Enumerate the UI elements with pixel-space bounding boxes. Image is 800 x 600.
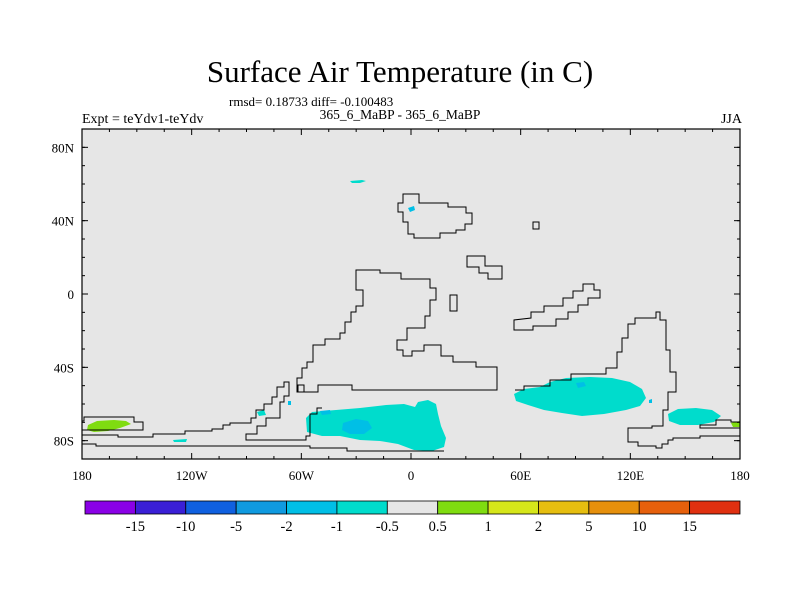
coast-island-3 [466, 255, 503, 280]
y-tick-label: 80S [54, 434, 74, 449]
anomaly-patches [87, 180, 740, 451]
colorbar-box [386, 500, 439, 515]
anomaly-patch-gondwana-core-2 [320, 410, 331, 415]
colorbar-label: 0.5 [429, 519, 447, 535]
coast-east-edge [699, 419, 740, 429]
coast-island-2 [449, 294, 458, 312]
colorbar-label: 2 [535, 519, 542, 535]
coast-central [296, 269, 498, 393]
x-tick-label: 180 [72, 468, 92, 483]
colorbar-label: -0.5 [376, 519, 399, 535]
y-tick-label: 40N [52, 214, 75, 229]
coast-west-edge-upper [82, 416, 144, 431]
anomaly-patch-gondwana [306, 400, 446, 451]
colorbar-label: -2 [280, 519, 292, 535]
anomaly-patch-southeast-core [576, 382, 586, 388]
colorbar-box [487, 500, 539, 515]
y-tick-label: 80N [52, 140, 75, 155]
anomaly-patch-small-2 [257, 410, 266, 416]
y-tick-label: 40S [54, 360, 74, 375]
anomaly-patch-gondwana-core [342, 419, 372, 434]
anomaly-patch-small-1 [173, 439, 187, 442]
coast-island-4 [297, 384, 305, 393]
anomaly-patch-north [408, 206, 415, 212]
colorbar-box [235, 500, 287, 515]
colorbar-box [286, 500, 338, 515]
x-tick-label: 60E [510, 468, 531, 483]
x-tick-label: 180 [730, 468, 750, 483]
colorbar-box [336, 500, 388, 515]
anomaly-patch-southeast [514, 377, 646, 416]
colorbar-box [84, 500, 136, 515]
coast-northern [397, 193, 473, 239]
colorbar-box [588, 500, 640, 515]
colorbar-box [437, 500, 489, 515]
colorbar-box [185, 500, 237, 515]
season-label: JJA [720, 112, 742, 127]
coastlines [82, 193, 740, 452]
anomaly-patch-fareast [668, 408, 721, 425]
colorbar-label: -5 [230, 519, 242, 535]
colorbar-label: 5 [585, 519, 592, 535]
chart-title: Surface Air Temperature (in C) [206, 54, 594, 89]
y-tick-label: 0 [68, 287, 75, 302]
x-tick-label: 60W [289, 468, 315, 483]
colorbar-box [134, 500, 187, 515]
colorbar-label: 10 [632, 519, 647, 535]
anomaly-patch-southwest [87, 420, 131, 432]
x-tick-label: 120W [176, 468, 209, 483]
anomaly-patch-small-3 [288, 401, 291, 405]
colorbar-box [538, 500, 590, 515]
stats-text: rmsd= 0.18733 diff= -0.100483 [229, 94, 394, 109]
period-label: 365_6_MaBP - 365_6_MaBP [319, 107, 481, 122]
colorbar-label: 1 [484, 519, 491, 535]
experiment-label: Expt = teYdv1-teYdv [82, 112, 204, 127]
coast-ridge [513, 283, 601, 331]
anomaly-patch-arctic [350, 180, 366, 183]
colorbar-label: -15 [126, 519, 145, 535]
x-tick-label: 0 [408, 468, 415, 483]
coast-eastern [515, 311, 740, 449]
colorbar-label: 15 [682, 519, 697, 535]
x-tick-label: 120E [617, 468, 645, 483]
coast-west-edge-lower [82, 381, 322, 441]
colorbar-box [689, 500, 741, 515]
colorbar-box [638, 500, 691, 515]
coast-south-bottom [82, 443, 444, 452]
colorbar-label: -10 [176, 519, 195, 535]
colorbar-label: -1 [331, 519, 343, 535]
anomaly-patch-southeast-dot [649, 399, 652, 403]
coast-island-1 [532, 221, 540, 230]
